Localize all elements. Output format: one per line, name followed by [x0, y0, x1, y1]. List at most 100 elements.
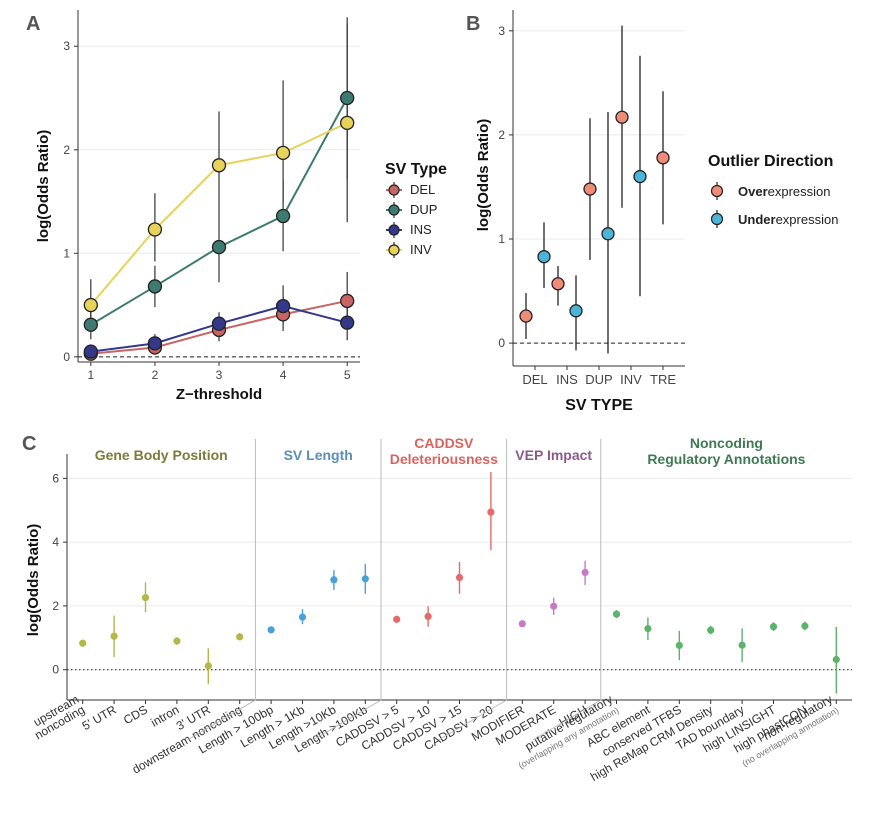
data-point-b-underexpression [633, 169, 647, 184]
legend-label-del: DEL [410, 182, 435, 197]
data-point-inv [211, 158, 227, 173]
y-tick-label-c: 6 [52, 471, 59, 485]
x-tick-label-b: DEL [522, 372, 547, 387]
data-point-dup [211, 239, 227, 255]
data-point-c [487, 508, 495, 516]
group-separator-diagonal-c [438, 699, 507, 741]
group-title-c: Noncoding [690, 435, 763, 451]
data-point-c [707, 626, 715, 634]
x-tick-label-a: 3 [216, 368, 223, 382]
legend-label-inv: INV [410, 242, 432, 257]
legend-label-rest: expression [768, 184, 831, 199]
data-point-ins [340, 315, 355, 330]
legend-label-b: Underexpression [738, 212, 838, 227]
data-point-c [298, 613, 307, 621]
data-point-c [644, 624, 652, 633]
x-axis-title-b: SV TYPE [565, 397, 633, 414]
legend-key-a [388, 224, 400, 236]
data-point-ins [211, 316, 227, 331]
x-tick-label-b: INV [620, 372, 642, 387]
legend-label-b: Overexpression [738, 184, 831, 199]
data-point-b-overexpression [615, 110, 629, 124]
data-point-c [832, 655, 840, 664]
data-point-c [550, 602, 558, 610]
group-title-c: Regulatory Annotations [647, 451, 805, 467]
x-tick-label-line: CDS [121, 702, 150, 727]
data-point-c [141, 594, 150, 602]
legend-title-a: SV Type [385, 161, 447, 178]
data-point-c [330, 576, 338, 584]
panel-label-a: A [26, 13, 40, 35]
data-point-c [455, 573, 464, 582]
group-separator-diagonal-c [532, 699, 602, 741]
legend-key-a [388, 184, 400, 196]
data-point-b-overexpression [656, 151, 670, 165]
legend-label-ins: INS [410, 222, 432, 237]
x-tick-label-a: 4 [280, 368, 287, 382]
data-point-c [204, 662, 212, 670]
data-point-c [173, 637, 181, 645]
data-point-c [738, 641, 746, 649]
data-point-c [110, 632, 118, 640]
x-tick-label-c: 5' UTR [80, 702, 119, 733]
data-point-c [801, 622, 809, 630]
x-tick-label-a: 5 [344, 368, 351, 382]
y-axis-title-a: log(Odds Ratio) [35, 130, 52, 243]
group-title-c: Deleteriousness [390, 451, 498, 467]
data-point-c [675, 641, 683, 650]
data-point-dup [275, 208, 291, 224]
data-point-ins [147, 336, 163, 351]
y-axis-title-b: log(Odds Ratio) [475, 119, 492, 232]
data-point-c [267, 626, 275, 634]
y-tick-label-b: 1 [498, 232, 505, 246]
group-title-c: CADDSV [414, 435, 474, 451]
data-point-c [393, 615, 401, 623]
x-tick-label-line: 5' UTR [80, 702, 119, 733]
data-point-c [518, 620, 526, 628]
y-tick-label-b: 0 [498, 336, 505, 350]
x-tick-label-b: INS [556, 372, 578, 387]
group-title-c: SV Length [284, 447, 353, 463]
data-point-b-underexpression [537, 250, 551, 264]
group-title-c: Gene Body Position [95, 447, 228, 463]
y-tick-label-c: 4 [52, 535, 59, 549]
legend-key-b [710, 184, 724, 198]
data-point-c [236, 633, 244, 641]
data-point-inv [340, 115, 355, 130]
legend-label-dup: DUP [410, 202, 437, 217]
panel-label-b: B [466, 13, 480, 35]
legend-key-a [388, 244, 400, 256]
data-point-c [769, 623, 778, 631]
x-tick-label-b: TRE [650, 372, 676, 387]
x-tick-label-c: upstreamnoncoding [26, 692, 87, 742]
legend-label-bold: Over [738, 184, 768, 199]
y-tick-label-c: 2 [52, 599, 59, 613]
y-tick-label-a: 2 [63, 143, 70, 157]
group-title-c: VEP Impact [515, 447, 592, 463]
data-point-c [361, 575, 369, 583]
x-axis-title-a: Z−threshold [176, 386, 262, 403]
group-separator-diagonal-c [312, 699, 382, 741]
y-tick-label-a: 1 [63, 246, 70, 260]
legend-label-rest: expression [776, 212, 839, 227]
panel-b-chart: 0 1 2 3 DEL INS DUP INV TRE SV TYPE log(Odds Ratio… [475, 10, 838, 414]
legend-key-a [388, 204, 400, 216]
data-point-b-underexpression [601, 227, 615, 241]
x-tick-label-a: 1 [87, 368, 94, 382]
y-tick-label-a: 3 [63, 39, 70, 53]
legend-label-bold: Under [738, 212, 776, 227]
data-point-b-overexpression [551, 277, 565, 291]
data-point-dup [340, 90, 355, 106]
x-tick-label-b: DUP [585, 372, 612, 387]
panel-a-chart: 0 1 2 3 1 2 3 4 5 Z−threshold log(Odds Ratio) SV Ty… [35, 10, 447, 403]
data-point-c [79, 639, 87, 647]
data-point-del [340, 293, 355, 309]
data-point-inv [275, 145, 291, 161]
data-point-c [581, 568, 589, 577]
data-point-c [612, 610, 621, 618]
y-tick-label-c: 0 [52, 663, 59, 677]
legend-title-b: Outlier Direction [708, 153, 833, 170]
x-tick-label-a: 2 [152, 368, 159, 382]
